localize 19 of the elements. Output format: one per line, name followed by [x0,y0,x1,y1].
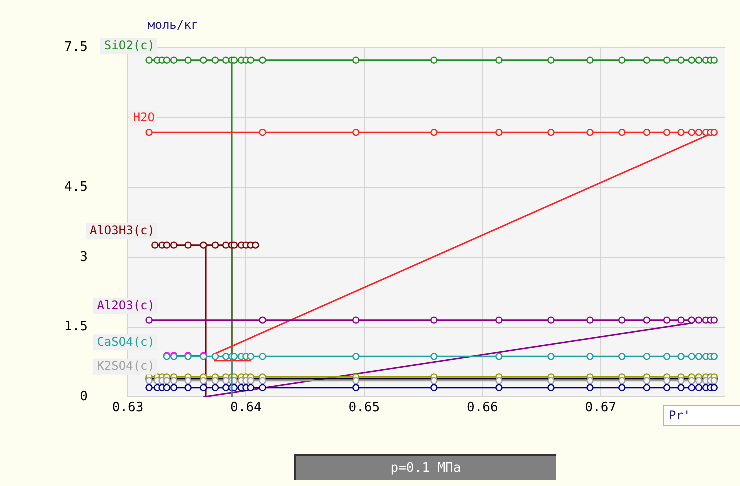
series-label: AlO3H3(c) [90,223,155,238]
x-tick-label: 0.66 [466,400,498,416]
y-tick-label: 4.5 [64,180,88,195]
series-label: Al2O3(c) [97,298,155,312]
x-tick-label: 0.64 [230,400,262,416]
text: p=0.1 МПа [294,454,556,480]
x-tick-label: 0.67 [585,400,617,416]
y-tick-label: 3 [80,250,88,265]
y-axis-title: моль/кг [148,18,199,32]
x-axis-title: Pr' [669,408,691,422]
x-tick-label: 0.63 [112,400,144,416]
y-tick-label: 0 [80,390,88,405]
series-label: K2SO4(c) [97,359,155,374]
series-label: H2O [133,110,155,125]
y-tick-label: 7.5 [64,40,88,56]
series-label: SiO2(c) [104,38,155,53]
series-label: CaSO4(c) [97,334,155,349]
y-tick-label: 1.5 [64,320,88,335]
x-tick-label: 0.65 [348,400,380,416]
